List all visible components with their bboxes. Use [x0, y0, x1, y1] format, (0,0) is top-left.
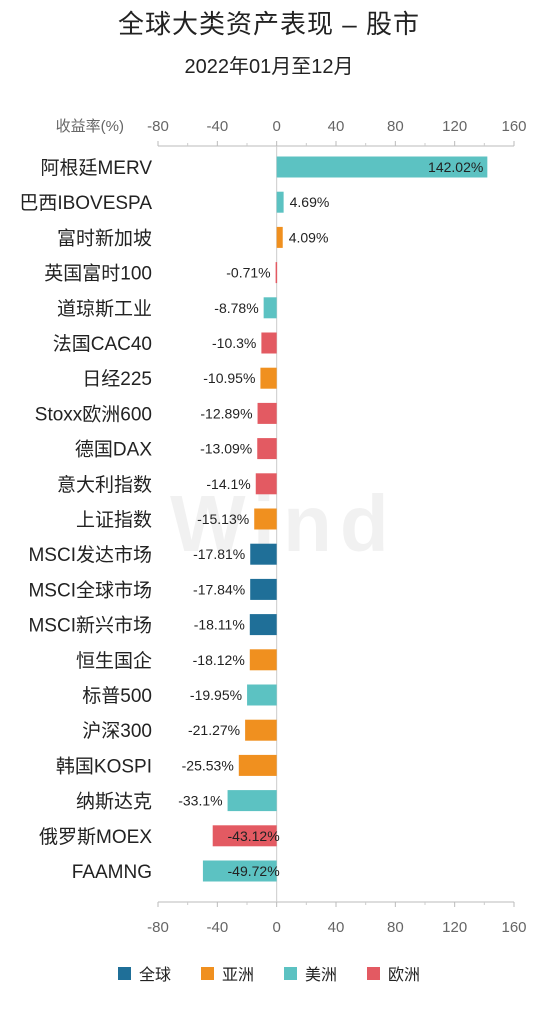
bar — [245, 719, 277, 741]
legend-label: 全球 — [138, 967, 171, 984]
bar — [249, 614, 277, 636]
category-label: 标普500 — [82, 685, 152, 707]
bar — [257, 438, 277, 460]
bar — [250, 543, 277, 565]
bottom-tick-label: 160 — [501, 919, 526, 936]
value-label: -15.13% — [197, 511, 249, 527]
bar — [275, 262, 278, 284]
bottom-tick-label: -40 — [206, 919, 228, 936]
watermark: Wind — [170, 479, 397, 568]
category-label: 恒生国企 — [76, 650, 152, 672]
top-tick-label: 0 — [272, 118, 280, 135]
value-label: -0.71% — [226, 265, 270, 281]
top-tick-label: 40 — [328, 118, 345, 135]
value-label: -33.1% — [178, 793, 222, 809]
value-label: -19.95% — [190, 687, 242, 703]
value-label: 4.69% — [290, 194, 330, 210]
value-label: -49.72% — [228, 863, 280, 879]
top-tick-label: -40 — [206, 118, 228, 135]
bar — [261, 332, 277, 354]
bar — [247, 684, 277, 706]
value-label: -18.11% — [194, 617, 245, 633]
bar — [227, 790, 277, 812]
value-label: -25.53% — [182, 757, 234, 773]
category-label: 韩国KOSPI — [56, 755, 152, 777]
bar — [276, 191, 284, 213]
legend-label: 欧洲 — [388, 967, 421, 984]
bar-chart: 收益率(%) -80 -80 -40 -40 0 0 40 40 80 80 120 120 160 160… — [19, 118, 526, 936]
value-label: -21.27% — [188, 722, 240, 738]
bar — [263, 297, 277, 319]
category-label: 道琼斯工业 — [57, 298, 152, 320]
bar — [255, 473, 277, 495]
bottom-tick-label: 0 — [272, 919, 280, 936]
value-label: 142.02% — [428, 159, 483, 175]
top-tick-label: 120 — [442, 118, 467, 135]
category-label: 纳斯达克 — [76, 791, 152, 813]
category-label: MSCI发达市场 — [28, 544, 152, 566]
bar — [276, 156, 488, 178]
top-tick-label: 80 — [387, 118, 404, 135]
bar — [260, 367, 277, 389]
legend-item: 全球 — [117, 961, 171, 985]
legend-swatch — [284, 966, 297, 980]
value-label: -13.09% — [200, 441, 252, 457]
value-label: -8.78% — [214, 300, 258, 316]
top-tick-label: 160 — [501, 118, 526, 135]
value-label: -43.12% — [228, 828, 280, 844]
bar — [212, 825, 277, 847]
legend-label: 亚洲 — [221, 967, 254, 984]
bar — [238, 754, 277, 776]
value-label: -17.84% — [193, 581, 245, 597]
category-label: 俄罗斯MOEX — [39, 826, 152, 848]
category-label: MSCI全球市场 — [28, 579, 152, 601]
value-label: -12.89% — [200, 405, 252, 421]
legend-swatch — [117, 966, 131, 980]
category-label: FAAMNG — [72, 862, 152, 883]
legend-swatch — [367, 966, 381, 980]
bar — [202, 860, 277, 882]
bottom-tick-label: -80 — [147, 919, 169, 936]
value-label: -10.95% — [203, 370, 255, 386]
category-label: 德国DAX — [75, 439, 152, 461]
bar — [249, 649, 277, 671]
legend-item: 亚洲 — [200, 961, 254, 985]
value-label: 4.09% — [289, 229, 329, 245]
category-label: 日经225 — [82, 368, 152, 390]
bar — [276, 226, 283, 248]
category-label: 阿根廷MERV — [40, 157, 152, 179]
chart-subtitle: 2022年01月至12月 — [184, 56, 354, 78]
x-axis-label: 收益率(%) — [56, 118, 124, 135]
legend: 全球 亚洲 美洲 欧洲 — [0, 961, 538, 985]
category-label: 上证指数 — [76, 509, 152, 531]
category-label: 英国富时100 — [44, 263, 152, 285]
legend-item: 欧洲 — [367, 961, 420, 985]
bottom-tick-label: 80 — [387, 919, 404, 936]
bar — [257, 402, 277, 424]
top-tick-label: -80 — [147, 118, 169, 135]
category-label: 巴西IBOVESPA — [19, 193, 152, 214]
bottom-tick-label: 120 — [442, 919, 467, 936]
legend-label: 美洲 — [305, 967, 338, 984]
category-label: 法国CAC40 — [53, 333, 152, 355]
value-label: -10.3% — [212, 335, 256, 351]
category-label: Stoxx欧洲600 — [35, 403, 152, 425]
chart-title: 全球大类资产表现 – 股市 — [118, 9, 420, 39]
value-label: -17.81% — [193, 546, 245, 562]
bar — [250, 578, 277, 600]
bottom-tick-label: 40 — [328, 919, 345, 936]
legend-swatch — [200, 966, 214, 980]
legend-item: 美洲 — [284, 961, 337, 985]
category-label: 意大利指数 — [57, 474, 152, 496]
value-label: -14.1% — [206, 476, 250, 492]
category-label: 富时新加坡 — [57, 227, 152, 249]
category-label: 沪深300 — [82, 720, 152, 742]
bar — [254, 508, 277, 530]
category-label: MSCI新兴市场 — [28, 615, 152, 637]
value-label: -18.12% — [193, 652, 245, 668]
